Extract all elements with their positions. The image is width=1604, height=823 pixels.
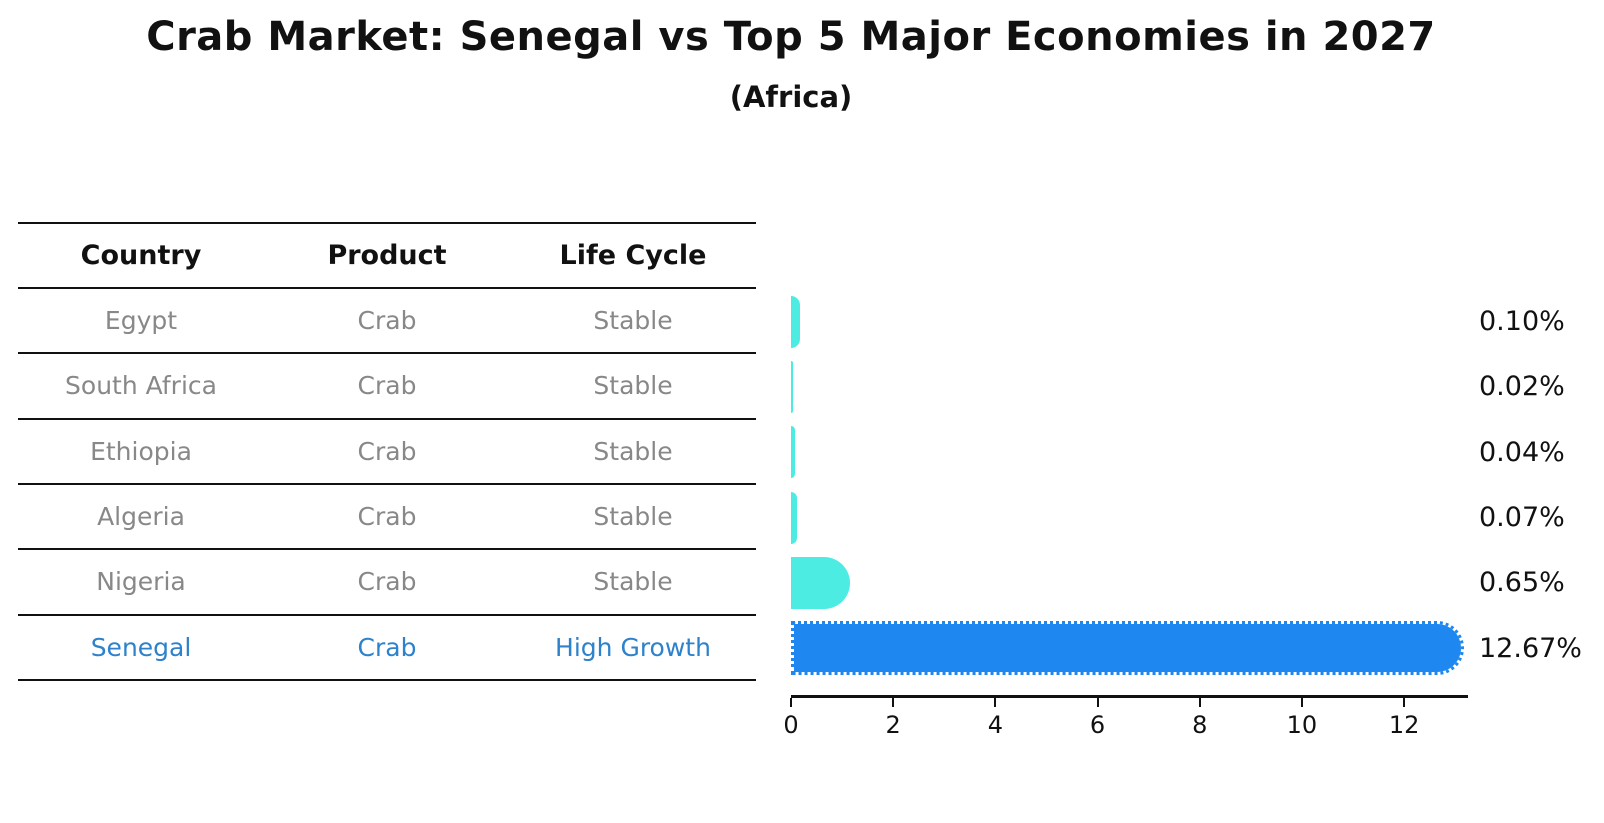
country-table: Country Product Life Cycle Egypt Crab Stab… (18, 222, 756, 681)
bar-south-africa (791, 361, 793, 414)
cell-country: Egypt (104, 306, 178, 336)
cell-country: Senegal (90, 632, 192, 662)
cell-life-cycle: Stable (593, 502, 673, 532)
bar-senegal (791, 621, 1465, 676)
x-tick-label: 2 (885, 711, 901, 739)
x-tick-label: 6 (1089, 711, 1106, 739)
cell-life-cycle: Stable (593, 306, 673, 336)
cell-product: Crab (357, 632, 417, 662)
value-label-ethiopia: 0.04% (1479, 436, 1565, 468)
table-row-nigeria: Nigeria Crab Stable (18, 550, 756, 616)
x-tick (1300, 697, 1303, 707)
x-tick (1403, 697, 1406, 707)
x-tick-label: 4 (987, 711, 1004, 739)
x-axis-line (791, 695, 1468, 698)
x-tick-label: 12 (1388, 711, 1420, 739)
cell-life-cycle: Stable (593, 567, 673, 597)
table-row-south-africa: South Africa Crab Stable (18, 354, 756, 420)
cell-life-cycle: High Growth (555, 632, 711, 662)
table-row-egypt: Egypt Crab Stable (18, 289, 756, 355)
value-label-algeria: 0.07% (1479, 502, 1565, 534)
cell-product: Crab (357, 306, 417, 336)
cell-product: Crab (357, 371, 417, 401)
cell-country: Algeria (97, 502, 185, 532)
cell-country: Nigeria (96, 567, 186, 597)
table-row-ethiopia: Ethiopia Crab Stable (18, 420, 756, 485)
x-axis: 0 2 4 6 8 10 12 (783, 695, 1468, 755)
bar-egypt (791, 295, 801, 348)
cell-life-cycle: Stable (593, 371, 673, 401)
bar-ethiopia (791, 426, 795, 479)
x-tick-label: 10 (1286, 711, 1318, 739)
value-label-egypt: 0.10% (1479, 306, 1565, 338)
value-label-nigeria: 0.65% (1479, 567, 1565, 599)
cell-country: South Africa (65, 371, 217, 401)
x-tick-label: 8 (1192, 711, 1208, 739)
cell-product: Crab (357, 502, 417, 532)
value-label-senegal: 12.67% (1479, 632, 1582, 664)
x-tick (994, 697, 997, 707)
bar-algeria (791, 491, 798, 544)
chart-title: Crab Market: Senegal vs Top 5 Major Econ… (146, 14, 1436, 60)
value-label-south-africa: 0.02% (1479, 371, 1565, 403)
table-row-senegal: Senegal Crab High Growth (18, 616, 756, 681)
x-tick (790, 697, 792, 707)
x-tick (1198, 697, 1201, 707)
cell-country: Ethiopia (90, 436, 192, 466)
bar-chart: 0.10% 0.02% 0.04% 0.07% 0.65% 12.67% 0 2 4 6 8 10 1… (783, 289, 1604, 823)
bar-nigeria (791, 557, 851, 610)
column-header-lifecycle: Life Cycle (559, 240, 707, 271)
cell-product: Crab (357, 567, 417, 597)
table-header-row: Country Product Life Cycle (18, 222, 756, 289)
column-header-country: Country (80, 240, 202, 271)
x-tick (892, 697, 895, 707)
x-tick (1096, 697, 1099, 707)
column-header-product: Product (327, 240, 447, 271)
x-tick-label: 0 (783, 711, 799, 739)
table-row-algeria: Algeria Crab Stable (18, 485, 756, 551)
table-body: Egypt Crab Stable South Africa Crab Stable Eth… (18, 289, 756, 681)
chart-subtitle: (Africa) (729, 80, 853, 114)
cell-product: Crab (357, 436, 417, 466)
cell-life-cycle: Stable (593, 436, 673, 466)
